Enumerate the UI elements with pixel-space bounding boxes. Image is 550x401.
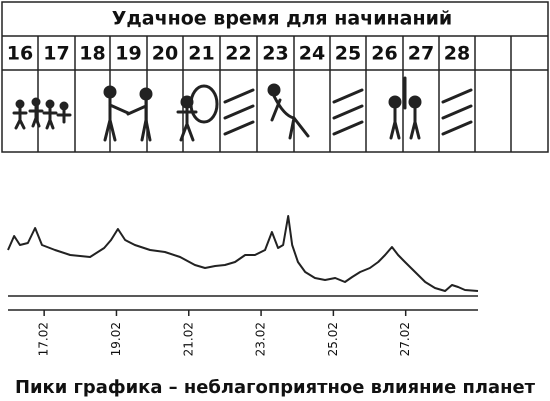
caption: Пики графика – неблагоприятное влияние п… (15, 377, 536, 398)
date-cell: 23 (262, 43, 288, 65)
x-tick-label: 17.02 (37, 322, 51, 356)
x-tick-label: 25.02 (326, 322, 340, 356)
stripes (223, 88, 473, 136)
date-cell: 21 (188, 43, 214, 65)
x-tick-label: 23.02 (254, 322, 268, 356)
date-cell: 18 (79, 43, 105, 65)
date-cell: 19 (115, 43, 141, 65)
x-tick-label: 21.02 (181, 322, 195, 356)
date-cell: 28 (444, 43, 470, 65)
date-cell: 20 (152, 43, 178, 65)
x-tick-label: 19.02 (109, 322, 123, 356)
data-line (7, 215, 479, 292)
table-title: Удачное время для начинаний (112, 8, 452, 30)
date-cell: 16 (7, 43, 33, 65)
date-cell: 24 (299, 43, 325, 65)
date-cell: 22 (225, 43, 251, 65)
date-cell: 17 (43, 43, 69, 65)
date-cell: 27 (408, 43, 434, 65)
date-cell: 26 (371, 43, 397, 65)
date-cell: 25 (335, 43, 361, 65)
x-tick-label: 27.02 (398, 322, 412, 356)
table-frame (1, 1, 549, 153)
